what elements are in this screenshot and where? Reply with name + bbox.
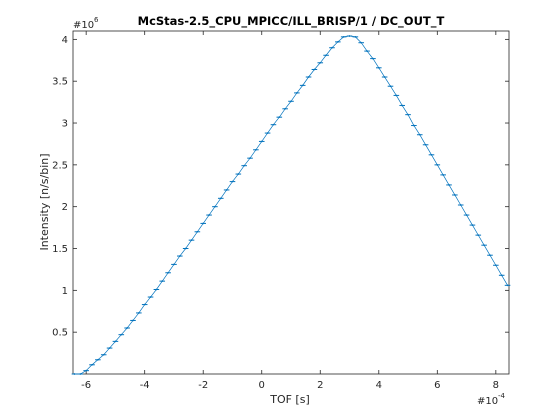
y-exponent-base: #10 xyxy=(73,20,94,31)
y-tick-label: 4 xyxy=(62,35,68,46)
x-tick-label: 4 xyxy=(376,380,382,391)
y-tick-label: 1 xyxy=(62,286,68,297)
y-tick-label: 1.5 xyxy=(52,244,68,255)
x-tick-label: -4 xyxy=(140,380,150,391)
x-exponent-base: #10 xyxy=(477,396,498,407)
axis-ticks xyxy=(73,31,509,374)
x-tick-label: -6 xyxy=(81,380,91,391)
y-exponent-power: 6 xyxy=(94,16,99,24)
y-tick-label: 3 xyxy=(62,119,68,130)
y-tick-label: 0.5 xyxy=(52,328,68,339)
y-tick-label: 2.5 xyxy=(52,160,68,171)
y-axis-label: Intensity [n/s/bin] xyxy=(38,153,51,250)
x-tick-label: 6 xyxy=(434,380,440,391)
y-tick-label: 3.5 xyxy=(52,77,68,88)
x-exponent-power: -4 xyxy=(498,392,506,400)
x-axis-label: TOF [s] xyxy=(269,393,310,406)
x-tick-label: 8 xyxy=(493,380,499,391)
y-tick-labels: 0.5 1 1.5 2 2.5 3 3.5 4 xyxy=(52,35,68,339)
chart-title: McStas-2.5_CPU_MPICC/ILL_BRISP/1 / DC_OU… xyxy=(138,14,445,29)
x-tick-label: 0 xyxy=(259,380,265,391)
x-exponent: #10 -4 xyxy=(477,392,506,407)
y-exponent: #10 6 xyxy=(73,16,99,31)
plot-area xyxy=(73,31,509,374)
data-series xyxy=(72,35,511,375)
x-tick-label: 2 xyxy=(317,380,323,391)
x-tick-label: -2 xyxy=(198,380,208,391)
series-line xyxy=(74,36,507,374)
y-tick-label: 2 xyxy=(62,202,68,213)
x-tick-labels: -6 -4 -2 0 2 4 6 8 xyxy=(81,380,499,391)
